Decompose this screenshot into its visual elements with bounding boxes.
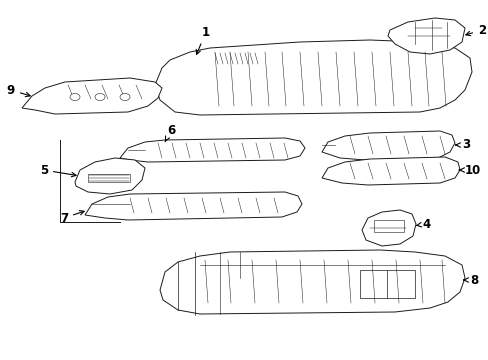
Polygon shape [155, 40, 471, 115]
Polygon shape [22, 78, 162, 114]
Ellipse shape [70, 94, 80, 100]
Text: 3: 3 [455, 139, 469, 152]
Polygon shape [75, 158, 145, 194]
Text: 1: 1 [196, 26, 209, 54]
Ellipse shape [120, 94, 130, 100]
Text: 8: 8 [463, 274, 477, 287]
Text: 7: 7 [60, 211, 84, 225]
Polygon shape [85, 192, 302, 220]
Text: 10: 10 [458, 163, 480, 176]
Polygon shape [160, 250, 464, 314]
Text: 5: 5 [40, 163, 76, 177]
Text: 4: 4 [415, 217, 429, 230]
Ellipse shape [95, 94, 105, 100]
Text: 9: 9 [7, 84, 30, 97]
Polygon shape [120, 138, 305, 162]
Text: 6: 6 [165, 123, 175, 142]
Polygon shape [321, 131, 454, 160]
Polygon shape [361, 210, 415, 246]
Polygon shape [321, 157, 459, 185]
Polygon shape [387, 18, 464, 54]
Text: 2: 2 [465, 23, 485, 36]
